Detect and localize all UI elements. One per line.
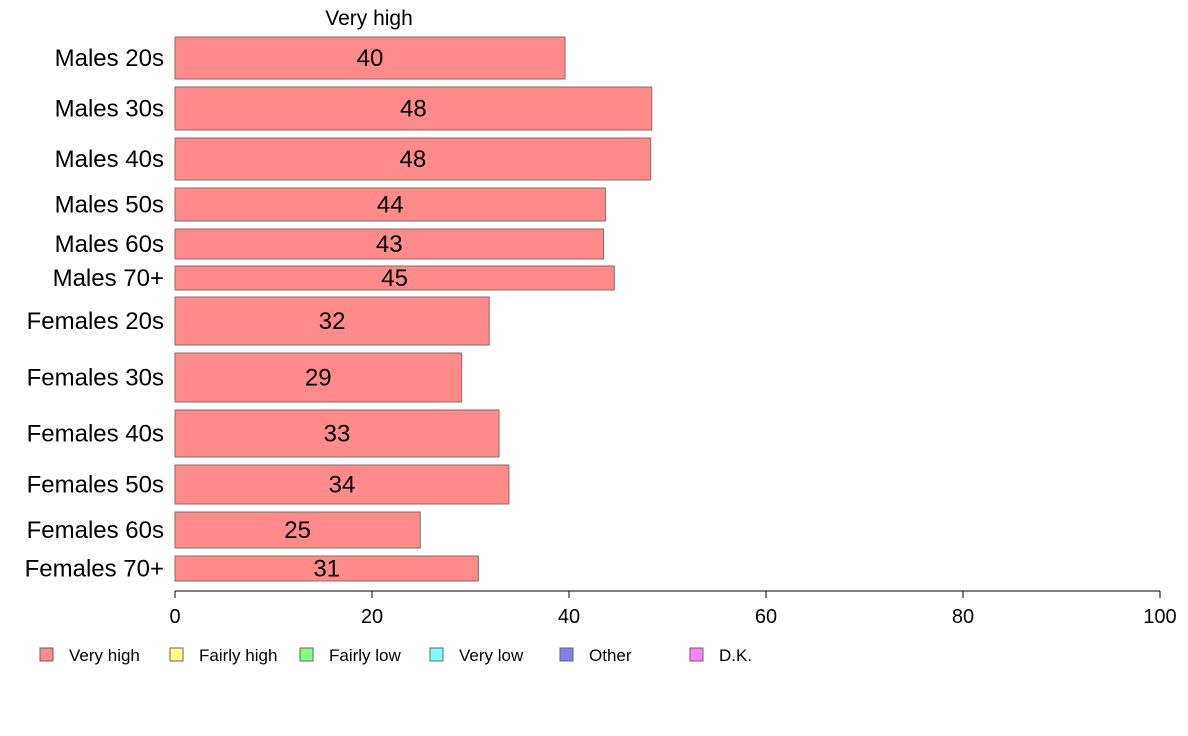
x-tick-label: 100: [1143, 606, 1176, 628]
category-label: Females 50s: [27, 472, 164, 499]
legend-label: Very high: [69, 646, 140, 665]
data-label: 48: [400, 96, 427, 123]
legend-label: Very low: [459, 646, 524, 665]
series-header: Very high: [325, 7, 413, 30]
legend-label: Fairly low: [329, 646, 402, 665]
legend-swatch: [559, 647, 574, 662]
category-label: Males 40s: [55, 146, 164, 173]
data-label: 31: [313, 556, 340, 583]
category-label: Males 70+: [53, 265, 164, 292]
legend-swatch: [689, 647, 704, 662]
data-label: 43: [376, 231, 403, 258]
category-label: Females 20s: [27, 308, 164, 335]
legend-label: Fairly high: [199, 646, 277, 665]
bar: [174, 511, 421, 549]
data-label: 33: [324, 421, 351, 448]
legend: Very high Fairly high Fairly low Very low Ot…: [39, 646, 752, 665]
legend-swatch: [299, 647, 314, 662]
bar: [174, 86, 653, 131]
data-label: 34: [329, 472, 356, 499]
data-label: 25: [284, 517, 311, 544]
data-label: 48: [400, 146, 427, 173]
legend-label: D.K.: [719, 646, 752, 665]
category-label: Females 30s: [27, 365, 164, 392]
bar: [174, 296, 490, 346]
data-label: 40: [357, 45, 384, 72]
x-tick-label: 60: [755, 606, 777, 628]
data-label: 44: [377, 192, 404, 219]
category-labels: Males 20s Males 30s Males 40s Males 50s Male…: [25, 45, 164, 583]
data-label: 29: [305, 365, 332, 392]
x-tick-label: 80: [952, 606, 974, 628]
category-label: Males 30s: [55, 96, 164, 123]
bars-group: [174, 36, 653, 582]
legend-label: Other: [589, 646, 632, 665]
category-label: Females 60s: [27, 517, 164, 544]
x-tick-label: 20: [361, 606, 383, 628]
category-label: Males 50s: [55, 192, 164, 219]
category-label: Males 60s: [55, 231, 164, 258]
category-label: Females 40s: [27, 421, 164, 448]
bar: [174, 409, 500, 458]
bar: [174, 36, 566, 80]
x-axis: 0 20 40 60 80 100: [169, 590, 1177, 628]
data-label: 32: [319, 308, 346, 335]
bar: [174, 265, 615, 291]
legend-swatch: [429, 647, 444, 662]
legend-swatch: [39, 647, 54, 662]
bar: [174, 555, 479, 582]
x-tick-label: 40: [558, 606, 580, 628]
bar: [174, 352, 463, 403]
category-label: Males 20s: [55, 45, 164, 72]
x-tick-label: 0: [169, 606, 180, 628]
category-label: Females 70+: [25, 556, 164, 583]
data-label: 45: [381, 265, 408, 292]
legend-swatch: [169, 647, 184, 662]
bar: [174, 187, 606, 222]
bar: [174, 464, 510, 505]
bar: [174, 137, 652, 181]
bar: [174, 228, 604, 260]
